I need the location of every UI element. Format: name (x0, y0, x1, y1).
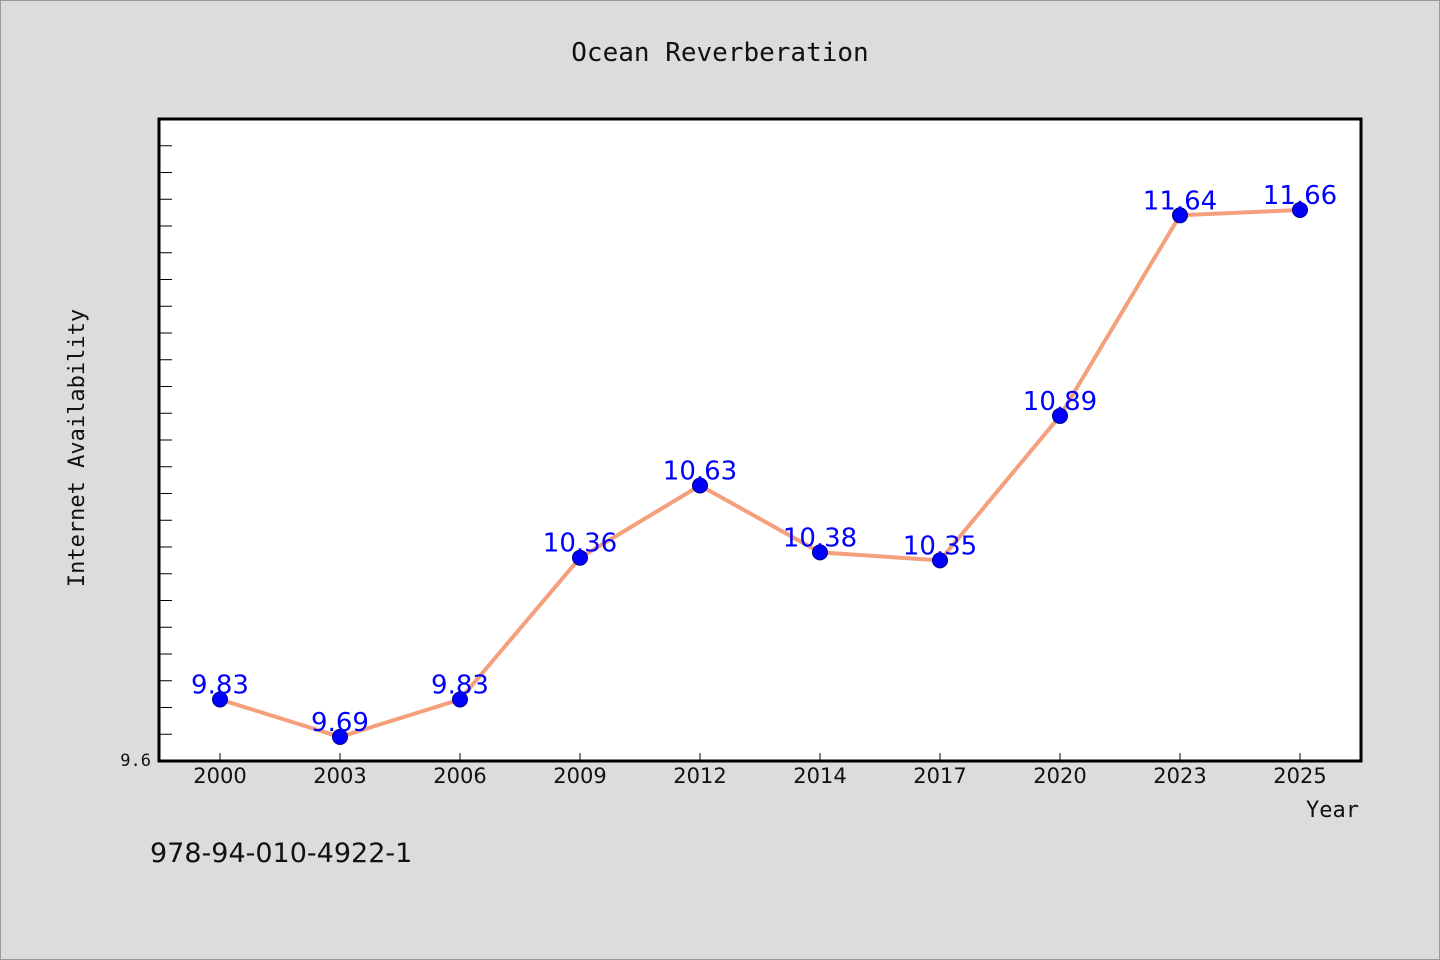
data-label: 9.69 (311, 708, 369, 738)
data-point (1172, 207, 1188, 224)
data-point (692, 477, 708, 494)
plot-area (157, 117, 1363, 763)
x-tick-label: 2000 (193, 764, 246, 788)
series-line (218, 207, 1302, 739)
data-point (332, 728, 348, 745)
data-point (1292, 201, 1308, 218)
x-axis-tick-labels: 2000 2003 2006 2009 2012 2014 2017 2020 2023 2025 (193, 764, 1326, 788)
data-label: 9.83 (431, 670, 489, 700)
data-label: 11.66 (1263, 181, 1337, 211)
chart-title: Ocean Reverberation (571, 38, 868, 68)
data-point (1052, 407, 1068, 424)
y-axis-ticks (159, 145, 172, 762)
y-tick-label-min: 9.6 (120, 751, 151, 771)
data-label: 10.38 (783, 523, 857, 553)
data-label: 10.35 (903, 531, 977, 561)
x-tick-label: 2014 (793, 764, 846, 788)
data-point (932, 552, 948, 569)
data-point (452, 691, 468, 708)
series-line-group (218, 207, 1302, 739)
series-markers (212, 201, 1308, 745)
x-tick-label: 2017 (913, 764, 966, 788)
data-label: 11.64 (1143, 186, 1217, 216)
x-tick-label: 2025 (1273, 764, 1326, 788)
x-axis-label: Year (1306, 798, 1359, 823)
footnote-isbn: 978-94-010-4922-1 (150, 838, 412, 869)
data-point (812, 544, 828, 561)
x-tick-label: 2023 (1153, 764, 1206, 788)
data-label: 9.83 (191, 670, 249, 700)
x-tick-label: 2020 (1033, 764, 1086, 788)
x-tick-label: 2012 (673, 764, 726, 788)
data-label: 10.36 (543, 529, 617, 559)
data-point (572, 549, 588, 566)
x-axis-ticks (219, 753, 1301, 761)
data-point (212, 691, 228, 708)
data-labels: 9.83 9.69 9.83 10.36 10.63 10.38 10.35 10.89 11.… (191, 181, 1337, 738)
data-label: 10.63 (663, 456, 737, 486)
y-axis-label: Internet Availability (65, 309, 90, 587)
x-tick-label: 2009 (553, 764, 606, 788)
x-tick-label: 2003 (313, 764, 366, 788)
x-tick-label: 2006 (433, 764, 486, 788)
data-label: 10.89 (1023, 387, 1097, 417)
